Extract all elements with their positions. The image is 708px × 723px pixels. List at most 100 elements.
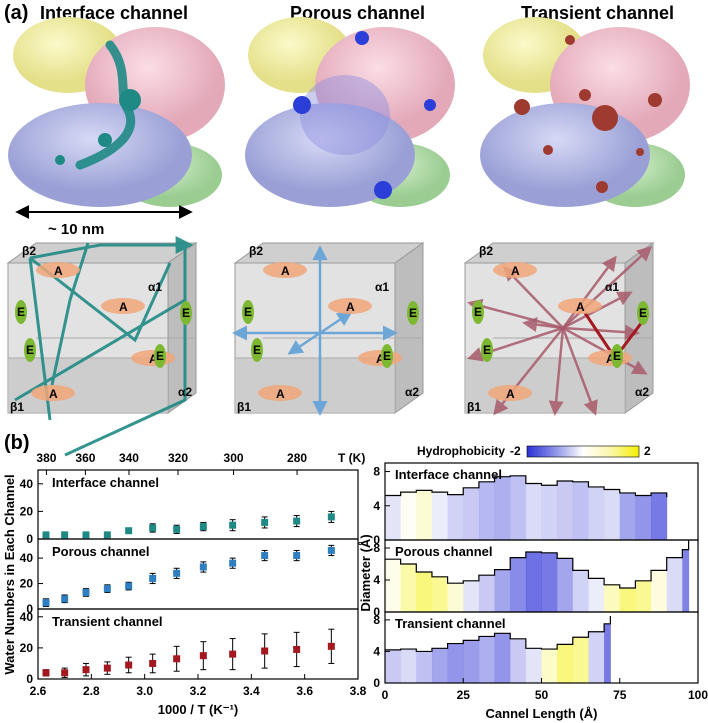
data-point [125,661,133,669]
domain-a-node [488,385,532,401]
top-tick-label: 300 [224,451,244,465]
data-point [199,652,207,660]
diameter-segment [604,489,621,540]
diameter-segment [400,649,417,683]
diameter-segment [400,492,417,540]
x-axis-label: 1000 / T (K⁻¹) [158,702,239,717]
y-tick-label: 4 [373,573,380,587]
colorbar-label: Hydrophobicity [417,444,505,458]
panel-a-label: (a) [4,2,28,24]
domain-e-node [24,338,36,362]
diameter-segment [510,557,527,612]
alpha2-label: α2 [405,385,419,399]
diameter-segment [494,633,511,683]
diameter-segment [447,643,464,683]
transient-path [522,317,564,333]
y-axis-label: Diameter (Å) [358,534,373,611]
y-tick-label: 20 [20,504,34,518]
data-point [293,517,301,525]
top-tick-label: 380 [36,451,56,465]
diameter-segment [385,495,402,540]
diameter-segment [541,552,558,612]
domain-e-node [180,301,192,325]
y-tick-label: 4 [373,499,380,513]
diameter-panel-title: Interface channel [395,467,502,482]
data-point [82,666,90,674]
top-axis-label: T (K) [338,451,365,465]
domain-a-label: A [49,387,58,401]
y-tick-label: 0 [373,605,380,619]
diameter-segment [416,651,433,683]
diameter-segment [604,584,621,612]
data-point [61,669,69,677]
beta1-label: β1 [237,400,251,414]
domain-e-label: E [383,349,391,363]
domain-e-node [637,301,649,325]
alpha2-label: α2 [178,385,192,399]
y-tick-label: 8 [373,465,380,479]
top-tick-label: 320 [168,451,188,465]
x-tick-label: 50 [535,688,549,702]
diameter-chart: Hydrophobicity -2 2 0 4 8 Interface channel 0 4 8… [358,444,708,721]
diameter-segment [431,648,449,683]
diameter-segment [635,580,652,612]
x-tick-label: 3.8 [350,684,367,698]
colorbar [526,445,640,458]
diameter-segment [510,475,527,540]
data-point [261,518,269,526]
diameter-segment [666,557,683,612]
diameter-segment [431,492,449,540]
domain-a-label: A [149,352,158,366]
y-tick-label: 0 [26,602,33,616]
diameter-segment [431,576,449,612]
scatter-panel-title: Porous channel [52,544,150,559]
domain-e-node [472,300,484,324]
domain-a-node [36,262,80,278]
colorbar-tick: 2 [644,444,651,458]
domain-e-label: E [639,306,647,320]
domain-a-label: A [576,300,585,314]
x-tick-label: 2.6 [30,684,47,698]
alpha1-label: α1 [605,280,619,294]
domain-a-node [328,298,372,314]
diameter-segment [572,481,589,540]
diameter-segment [416,572,433,612]
top-tick-label: 340 [119,451,139,465]
diameter-segment [447,494,464,540]
domain-e-label: E [474,305,482,319]
diameter-segment [510,638,527,683]
transient-path [562,245,653,329]
data-point [261,552,269,560]
domain-e-node [481,338,493,362]
y-tick-label: 4 [373,644,380,658]
beta2-label: β2 [479,244,493,258]
domain-a-node [258,385,302,401]
domain-e-node [242,300,254,324]
diameter-segment [385,559,402,612]
diameter-segment [478,636,496,683]
diameter-segment [557,480,574,540]
transient-path [561,255,617,329]
y-tick-label: 40 [20,610,34,624]
domain-a-label: A [346,300,355,314]
top-tick-label: 280 [287,451,307,465]
data-point [42,669,50,677]
diameter-segment [525,483,542,540]
diameter-segment [557,644,574,683]
transient-channel-title: Transient channel [521,3,674,23]
y-tick-label: 40 [20,551,34,565]
diameter-segment [463,580,480,612]
domain-a-node [31,385,75,401]
domain-a-node [263,262,307,278]
data-point [103,585,111,593]
porous-path-depth [287,311,353,355]
data-point [103,531,111,539]
x-tick-label: 2.8 [83,684,100,698]
x-tick-label: 3.6 [296,684,313,698]
diameter-segment [400,564,417,612]
domain-e-node [407,301,419,325]
domain-e-label: E [613,349,621,363]
y-tick-label: 0 [373,676,380,690]
cube-lower-shade [8,358,168,413]
